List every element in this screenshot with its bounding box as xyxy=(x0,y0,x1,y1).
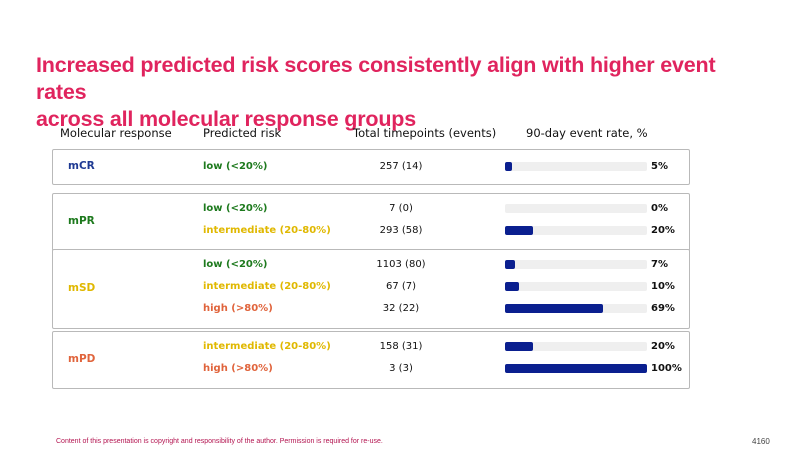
predicted-risk-label: intermediate (20-80%) xyxy=(203,225,331,236)
event-rate-bar xyxy=(505,260,515,269)
event-rate-track xyxy=(505,282,647,291)
header-event-rate: 90-day event rate, % xyxy=(526,126,648,140)
timepoints-value: 3 (3) xyxy=(389,363,413,374)
event-rate-track xyxy=(505,364,647,373)
table-row: intermediate (20-80%) 158 (31) 20% xyxy=(53,338,689,356)
event-rate-label: 10% xyxy=(651,281,675,292)
event-rate-track xyxy=(505,226,647,235)
slide-title: Increased predicted risk scores consiste… xyxy=(36,52,756,133)
predicted-risk-label: low (<20%) xyxy=(203,203,268,214)
header-total-timepoints: Total timepoints (events) xyxy=(353,126,497,140)
timepoints-value: 158 (31) xyxy=(379,341,423,352)
table-row: intermediate (20-80%) 67 (7) 10% xyxy=(53,278,689,296)
event-rate-track xyxy=(505,204,647,213)
event-rate-bar xyxy=(505,282,519,291)
predicted-risk-label: low (<20%) xyxy=(203,161,268,172)
header-molecular-response: Molecular response xyxy=(60,126,172,140)
group-label: mPD xyxy=(68,353,96,365)
timepoints-value: 7 (0) xyxy=(389,203,413,214)
event-rate-bar xyxy=(505,226,533,235)
event-rate-bar xyxy=(505,364,647,373)
predicted-risk-label: low (<20%) xyxy=(203,259,268,270)
event-rate-label: 0% xyxy=(651,203,668,214)
timepoints-value: 257 (14) xyxy=(379,161,423,172)
group-mPR: mPR low (<20%) 7 (0) 0% intermediate (20-80%… xyxy=(52,193,690,251)
group-label: mPR xyxy=(68,215,95,227)
table-row: high (>80%) 3 (3) 100% xyxy=(53,360,689,378)
table-row: intermediate (20-80%) 293 (58) 20% xyxy=(53,222,689,240)
table-row: low (<20%) 7 (0) 0% xyxy=(53,200,689,218)
event-rate-bar xyxy=(505,342,533,351)
table-row: high (>80%) 32 (22) 69% xyxy=(53,300,689,318)
predicted-risk-label: high (>80%) xyxy=(203,363,273,374)
event-rate-label: 7% xyxy=(651,259,668,270)
predicted-risk-label: intermediate (20-80%) xyxy=(203,341,331,352)
timepoints-value: 293 (58) xyxy=(379,225,423,236)
event-rate-label: 100% xyxy=(651,363,682,374)
copyright-footer: Content of this presentation is copyrigh… xyxy=(56,438,383,445)
header-predicted-risk: Predicted risk xyxy=(203,126,282,140)
event-rate-label: 69% xyxy=(651,303,675,314)
predicted-risk-label: high (>80%) xyxy=(203,303,273,314)
title-line-1: Increased predicted risk scores consiste… xyxy=(36,53,716,104)
table-row: low (<20%) 257 (14) 5% xyxy=(53,158,689,176)
page-number: 4160 xyxy=(752,437,770,446)
event-rate-track xyxy=(505,162,647,171)
predicted-risk-label: intermediate (20-80%) xyxy=(203,281,331,292)
event-rate-track xyxy=(505,304,647,313)
event-rate-track xyxy=(505,260,647,269)
title-line-2: across all molecular response groups xyxy=(36,107,416,131)
event-rate-bar xyxy=(505,162,512,171)
timepoints-value: 67 (7) xyxy=(385,281,417,292)
table-row: low (<20%) 1103 (80) 7% xyxy=(53,256,689,274)
event-rate-label: 20% xyxy=(651,341,675,352)
group-mSD: mSD low (<20%) 1103 (80) 7% intermediate (20… xyxy=(52,249,690,329)
group-mCR: mCR low (<20%) 257 (14) 5% xyxy=(52,149,690,185)
timepoints-value: 1103 (80) xyxy=(376,259,426,270)
group-label: mCR xyxy=(68,160,95,172)
event-rate-label: 20% xyxy=(651,225,675,236)
event-rate-bar xyxy=(505,304,603,313)
group-label: mSD xyxy=(68,282,96,294)
event-rate-track xyxy=(505,342,647,351)
group-mPD: mPD intermediate (20-80%) 158 (31) 20% high … xyxy=(52,331,690,389)
event-rate-label: 5% xyxy=(651,161,668,172)
timepoints-value: 32 (22) xyxy=(382,303,420,314)
